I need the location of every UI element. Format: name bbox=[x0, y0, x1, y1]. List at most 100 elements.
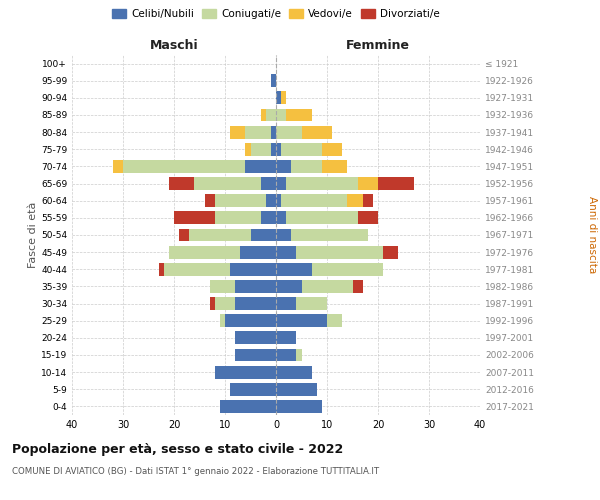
Bar bbox=[276, 177, 414, 190]
Bar bbox=[276, 177, 358, 190]
Bar bbox=[266, 108, 276, 122]
Bar bbox=[240, 246, 276, 258]
Bar bbox=[276, 194, 362, 207]
Bar bbox=[194, 177, 276, 190]
Bar bbox=[271, 74, 276, 87]
Bar bbox=[271, 74, 276, 87]
Bar bbox=[276, 194, 373, 207]
Bar bbox=[215, 297, 276, 310]
Bar bbox=[276, 383, 317, 396]
Bar bbox=[271, 74, 276, 87]
Bar bbox=[210, 297, 276, 310]
Bar bbox=[210, 280, 276, 293]
Bar bbox=[276, 143, 281, 156]
Bar bbox=[276, 280, 302, 293]
Bar bbox=[276, 280, 362, 293]
Bar bbox=[220, 400, 276, 413]
Bar bbox=[230, 126, 276, 138]
Text: Maschi: Maschi bbox=[149, 38, 199, 52]
Bar bbox=[190, 228, 276, 241]
Bar bbox=[276, 228, 368, 241]
Bar bbox=[220, 314, 276, 327]
Bar bbox=[276, 400, 322, 413]
Bar bbox=[276, 108, 286, 122]
Bar bbox=[235, 297, 276, 310]
Bar bbox=[235, 348, 276, 362]
Bar bbox=[276, 160, 347, 173]
Bar bbox=[276, 228, 292, 241]
Bar bbox=[194, 177, 276, 190]
Bar bbox=[276, 280, 353, 293]
Bar bbox=[276, 246, 383, 258]
Bar bbox=[276, 297, 327, 310]
Bar bbox=[245, 143, 276, 156]
Bar bbox=[174, 212, 276, 224]
Bar bbox=[276, 263, 383, 276]
Bar bbox=[271, 74, 276, 87]
Bar bbox=[260, 108, 276, 122]
Bar bbox=[260, 108, 276, 122]
Bar bbox=[235, 332, 276, 344]
Bar bbox=[276, 348, 296, 362]
Bar bbox=[276, 314, 327, 327]
Bar bbox=[276, 383, 317, 396]
Bar bbox=[215, 366, 276, 378]
Bar bbox=[179, 228, 276, 241]
Bar bbox=[230, 383, 276, 396]
Bar bbox=[276, 160, 347, 173]
Bar bbox=[276, 228, 368, 241]
Text: Anni di nascita: Anni di nascita bbox=[587, 196, 597, 274]
Bar bbox=[276, 212, 358, 224]
Bar bbox=[251, 143, 276, 156]
Bar bbox=[220, 400, 276, 413]
Bar bbox=[235, 348, 276, 362]
Text: COMUNE DI AVIATICO (BG) - Dati ISTAT 1° gennaio 2022 - Elaborazione TUTTITALIA.I: COMUNE DI AVIATICO (BG) - Dati ISTAT 1° … bbox=[12, 468, 379, 476]
Bar bbox=[235, 280, 276, 293]
Bar bbox=[276, 332, 296, 344]
Bar bbox=[235, 348, 276, 362]
Bar bbox=[276, 332, 296, 344]
Bar bbox=[276, 160, 322, 173]
Bar bbox=[220, 314, 276, 327]
Bar bbox=[276, 314, 342, 327]
Bar bbox=[276, 400, 322, 413]
Bar bbox=[276, 400, 322, 413]
Bar bbox=[190, 228, 276, 241]
Bar bbox=[276, 383, 317, 396]
Bar bbox=[230, 126, 276, 138]
Bar bbox=[271, 143, 276, 156]
Bar bbox=[276, 314, 342, 327]
Bar bbox=[276, 263, 383, 276]
Bar bbox=[260, 212, 276, 224]
Bar bbox=[215, 366, 276, 378]
Bar bbox=[230, 383, 276, 396]
Bar bbox=[210, 280, 276, 293]
Bar bbox=[276, 263, 312, 276]
Bar bbox=[220, 314, 276, 327]
Bar bbox=[276, 228, 368, 241]
Bar bbox=[276, 332, 296, 344]
Bar bbox=[210, 280, 276, 293]
Bar bbox=[276, 366, 312, 378]
Bar bbox=[276, 314, 342, 327]
Bar bbox=[225, 314, 276, 327]
Bar bbox=[230, 383, 276, 396]
Bar bbox=[169, 246, 276, 258]
Bar bbox=[276, 92, 281, 104]
Bar bbox=[276, 194, 347, 207]
Bar bbox=[230, 383, 276, 396]
Bar bbox=[113, 160, 276, 173]
Bar bbox=[215, 366, 276, 378]
Bar bbox=[251, 228, 276, 241]
Bar bbox=[276, 92, 286, 104]
Bar bbox=[276, 297, 296, 310]
Bar bbox=[276, 383, 317, 396]
Bar bbox=[276, 92, 281, 104]
Bar bbox=[276, 194, 281, 207]
Bar bbox=[235, 332, 276, 344]
Y-axis label: Fasce di età: Fasce di età bbox=[28, 202, 38, 268]
Bar bbox=[276, 280, 353, 293]
Bar bbox=[220, 400, 276, 413]
Bar bbox=[276, 160, 292, 173]
Legend: Celibi/Nubili, Coniugati/e, Vedovi/e, Divorziati/e: Celibi/Nubili, Coniugati/e, Vedovi/e, Di… bbox=[108, 4, 444, 23]
